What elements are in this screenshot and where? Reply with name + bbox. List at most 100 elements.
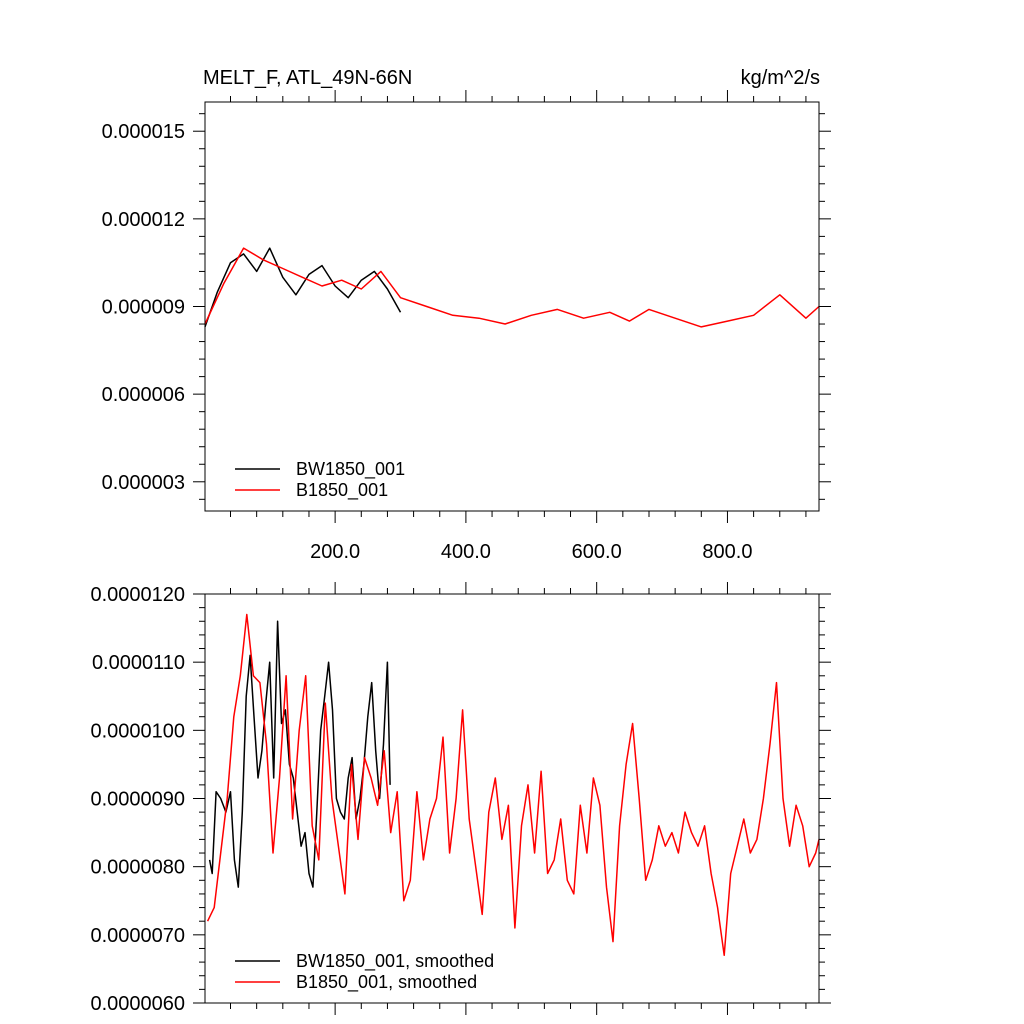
- top-series-line-1: [204, 247, 820, 328]
- bottom-series-1-point: [475, 866, 477, 868]
- bottom-series-1-point: [279, 777, 281, 779]
- top-series-0-point: [321, 265, 323, 267]
- bottom-series-0-point: [367, 716, 369, 718]
- bottom-series-1-point: [226, 798, 228, 800]
- bottom-series-0-point: [245, 696, 247, 698]
- bottom-series-0-point: [344, 818, 346, 820]
- bottom-series-1-point: [632, 723, 634, 725]
- top-series-1-point: [504, 323, 506, 325]
- top-series-1-point: [629, 320, 631, 322]
- top-series-lines: [204, 247, 820, 328]
- top-series-0-point: [400, 312, 402, 314]
- bottom-series-0-point: [383, 743, 385, 745]
- legend-label-bw1850-smoothed: BW1850_001, smoothed: [296, 951, 494, 972]
- bottom-series-1-point: [619, 825, 621, 827]
- bottom-series-0-point: [340, 811, 342, 813]
- bottom-y-tick-label: 0.0000100: [90, 720, 185, 742]
- top-series-0-point: [256, 271, 258, 273]
- bottom-series-1-point: [396, 791, 398, 793]
- bottom-series-0-point: [336, 798, 338, 800]
- bottom-series-1-point: [377, 805, 379, 807]
- bottom-series-0-point: [351, 757, 353, 759]
- top-series-0-point: [230, 262, 232, 264]
- top-series-1-point: [321, 285, 323, 287]
- top-series-0-point: [374, 271, 376, 273]
- top-y-tick-label: 0.000015: [102, 121, 185, 143]
- top-series-1-point: [648, 309, 650, 311]
- bottom-series-1-point: [802, 825, 804, 827]
- bottom-series-1-point: [488, 811, 490, 813]
- top-series-1-point: [361, 288, 363, 290]
- top-series-0-point: [308, 274, 310, 276]
- bottom-series-0-point: [230, 791, 232, 793]
- bottom-series-1-point: [514, 927, 516, 929]
- bottom-series-1-point: [501, 839, 503, 841]
- bottom-series-0-point: [347, 777, 349, 779]
- bottom-series-0-point: [308, 873, 310, 875]
- top-series-0-point: [361, 279, 363, 281]
- bottom-y-tick-label: 0.0000110: [92, 652, 185, 674]
- bottom-series-1-point: [776, 682, 778, 684]
- top-series-1-point: [302, 277, 304, 279]
- bottom-series-lines: [206, 613, 820, 957]
- bottom-series-0-point: [285, 709, 287, 711]
- bottom-axis-ticks: 0.0000060 0.0000070 0.0000080 0.0000090 0.00…: [90, 582, 831, 1015]
- bottom-series-1-point: [292, 818, 294, 820]
- top-axis-ticks: 0.000003 0.000006 0.000009 0.000012 0.000015…: [102, 90, 831, 563]
- legend-label-b1850: B1850_001: [296, 480, 388, 501]
- bottom-series-0-point: [273, 777, 275, 779]
- bottom-series-1-point: [338, 845, 340, 847]
- bottom-series-1-point: [763, 798, 765, 800]
- bottom-series-1-point: [743, 818, 745, 820]
- bottom-series-1-point: [625, 764, 627, 766]
- top-series-0-point: [243, 253, 245, 255]
- bottom-series-1-point: [730, 873, 732, 875]
- top-series-1-point: [243, 247, 245, 249]
- bottom-series-1-point: [383, 750, 385, 752]
- bottom-series-0-point: [312, 886, 314, 888]
- top-y-tick-label: 0.000003: [102, 472, 185, 494]
- bottom-series-1-point: [599, 805, 601, 807]
- top-y-tick-label: 0.000012: [102, 209, 185, 231]
- bottom-series-1-point: [305, 675, 307, 677]
- bottom-series-1-point: [593, 777, 595, 779]
- top-y-tick-label: 0.000006: [102, 384, 185, 406]
- bottom-series-0-point: [277, 621, 279, 623]
- bottom-series-1-point: [540, 770, 542, 772]
- top-series-line-0: [204, 247, 402, 328]
- bottom-series-1-point: [795, 805, 797, 807]
- top-series-1-point: [341, 279, 343, 281]
- top-x-tick-label: 800.0: [702, 541, 752, 563]
- top-series-1-point: [674, 317, 676, 319]
- bottom-series-1-point: [684, 811, 686, 813]
- bottom-series-1-point: [357, 839, 359, 841]
- bottom-series-1-point: [704, 825, 706, 827]
- bottom-y-tick-label: 0.0000070: [90, 925, 185, 947]
- bottom-series-1-point: [723, 955, 725, 957]
- bottom-series-1-point: [638, 798, 640, 800]
- bottom-series-1-point: [416, 791, 418, 793]
- bottom-series-1-point: [331, 798, 333, 800]
- top-series-1-point: [262, 259, 264, 261]
- bottom-y-tick-label: 0.0000120: [90, 584, 185, 606]
- bottom-series-1-point: [351, 764, 353, 766]
- bottom-series-1-point: [573, 893, 575, 895]
- bottom-series-1-point: [253, 675, 255, 677]
- top-y-tick-label: 0.000009: [102, 297, 185, 319]
- bottom-series-1-point: [527, 784, 529, 786]
- bottom-series-line-0: [208, 620, 391, 888]
- bottom-series-1-point: [697, 845, 699, 847]
- bottom-series-0-point: [324, 696, 326, 698]
- bottom-series-1-point: [285, 675, 287, 677]
- top-series-1-point: [609, 312, 611, 314]
- bottom-series-1-point: [370, 777, 372, 779]
- bottom-series-1-point: [547, 873, 549, 875]
- bottom-series-0-point: [300, 845, 302, 847]
- bottom-series-0-point: [389, 784, 391, 786]
- bottom-series-1-point: [560, 818, 562, 820]
- top-series-0-point: [295, 294, 297, 296]
- bottom-y-tick-label: 0.0000060: [90, 993, 185, 1015]
- top-series-0-point: [387, 288, 389, 290]
- bottom-series-1-point: [246, 614, 248, 616]
